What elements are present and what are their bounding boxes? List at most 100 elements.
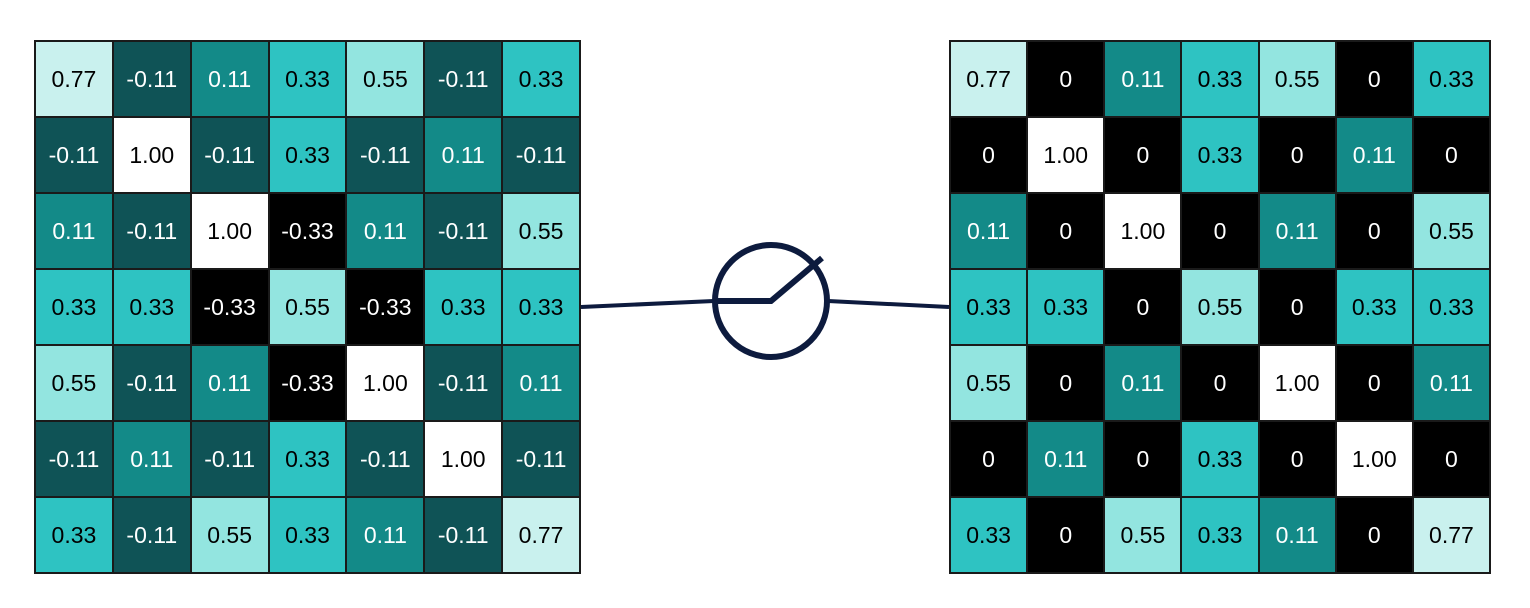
matrix-cell: 0 [1412, 117, 1490, 193]
matrix-cell: 0.55 [950, 345, 1028, 421]
matrix-cell: 0.33 [112, 269, 191, 345]
matrix-cell: -0.11 [112, 41, 191, 117]
matrix-cell: 0.77 [35, 41, 113, 117]
matrix-cell: 0.33 [424, 269, 503, 345]
matrix-cell: 0.33 [502, 269, 580, 345]
matrix-cell: -0.11 [112, 345, 191, 421]
matrix-cell: 0.11 [346, 497, 425, 573]
matrix-cell: 0 [1181, 345, 1259, 421]
matrix-cell: 0.11 [1258, 497, 1336, 573]
matrix-cell: 0.11 [950, 193, 1028, 269]
matrix-cell: 0.33 [1181, 497, 1259, 573]
matrix-cell: 0.33 [1181, 117, 1259, 193]
matrix-cell: 0.55 [268, 269, 347, 345]
matrix-cell: -0.11 [424, 193, 503, 269]
matrix-cell: -0.11 [424, 497, 503, 573]
matrix-cell: 0.11 [502, 345, 580, 421]
matrix-cell: -0.33 [268, 345, 347, 421]
matrix-cell: 0.11 [1104, 41, 1182, 117]
matrix-cell: -0.33 [268, 193, 347, 269]
matrix-cell: -0.11 [502, 117, 580, 193]
matrix-cell: -0.11 [346, 117, 425, 193]
matrix-cell: 0.33 [1335, 269, 1413, 345]
matrix-cell: 0 [1027, 345, 1105, 421]
matrix-cell: 0 [1335, 193, 1413, 269]
matrix-cell: 0.11 [112, 421, 191, 497]
matrix-cell: 0.33 [268, 41, 347, 117]
matrix-cell: 0.33 [268, 421, 347, 497]
matrix-cell: -0.11 [424, 345, 503, 421]
matrix-cell: 0.55 [346, 41, 425, 117]
output-connector-line [827, 299, 950, 309]
relu-curve [715, 255, 824, 304]
matrix-cell: 0.33 [1181, 421, 1259, 497]
matrix-cell: 1.00 [190, 193, 269, 269]
matrix-cell: 0 [1258, 269, 1336, 345]
matrix-cell: 1.00 [1258, 345, 1336, 421]
matrix-cell: 0.77 [950, 41, 1028, 117]
matrix-cell: 0.11 [346, 193, 425, 269]
matrix-cell: 1.00 [1335, 421, 1413, 497]
matrix-cell: -0.11 [190, 421, 269, 497]
matrix-cell: 0.33 [950, 497, 1028, 573]
matrix-cell: 0.55 [190, 497, 269, 573]
matrix-cell: 1.00 [424, 421, 503, 497]
matrix-cell: -0.11 [35, 421, 113, 497]
matrix-cell: 0.55 [1258, 41, 1336, 117]
matrix-cell: 0 [1258, 117, 1336, 193]
matrix-cell: 0.33 [1181, 41, 1259, 117]
matrix-cell: 0.33 [35, 269, 113, 345]
matrix-cell: 0 [1104, 421, 1182, 497]
matrix-cell: 0.11 [1335, 117, 1413, 193]
matrix-cell: -0.11 [346, 421, 425, 497]
matrix-cell: -0.11 [112, 193, 191, 269]
matrix-cell: 0 [1027, 497, 1105, 573]
matrix-cell: 0.55 [1104, 497, 1182, 573]
matrix-cell: 0.55 [502, 193, 580, 269]
rectified-feature-map: 0.77 0 0.11 0.33 0.55 0 0.33 0 1.00 0 0.33 0 0.11 0 0.… [949, 40, 1491, 574]
matrix-cell: 0 [1104, 269, 1182, 345]
matrix-cell: 0 [1258, 421, 1336, 497]
relu-function-icon [712, 242, 830, 360]
matrix-cell: 0.11 [424, 117, 503, 193]
matrix-cell: 0.55 [1181, 269, 1259, 345]
matrix-cell: 0.77 [502, 497, 580, 573]
matrix-cell: 1.00 [112, 117, 191, 193]
input-connector-line [580, 299, 715, 309]
matrix-cell: 0.33 [950, 269, 1028, 345]
matrix-cell: -0.11 [190, 117, 269, 193]
matrix-cell: 0.33 [268, 117, 347, 193]
matrix-cell: 0.11 [1412, 345, 1490, 421]
matrix-cell: 1.00 [346, 345, 425, 421]
matrix-cell: -0.11 [424, 41, 503, 117]
matrix-cell: 0.11 [1027, 421, 1105, 497]
input-feature-map: 0.77 -0.11 0.11 0.33 0.55 -0.11 0.33 -0.11 1.00-… [34, 40, 581, 574]
matrix-cell: 0 [1181, 193, 1259, 269]
matrix-cell: 0.55 [1412, 193, 1490, 269]
matrix-cell: 0 [950, 421, 1028, 497]
matrix-cell: -0.33 [346, 269, 425, 345]
matrix-cell: 1.00 [1027, 117, 1105, 193]
matrix-cell: 0 [1335, 497, 1413, 573]
matrix-cell: 0.11 [190, 345, 269, 421]
matrix-cell: 0.11 [190, 41, 269, 117]
matrix-cell: -0.11 [112, 497, 191, 573]
matrix-cell: 0.77 [1412, 497, 1490, 573]
matrix-cell: 0 [1104, 117, 1182, 193]
matrix-cell: 0.11 [1104, 345, 1182, 421]
matrix-cell: 0.55 [35, 345, 113, 421]
matrix-cell: 0.33 [1027, 269, 1105, 345]
matrix-cell: 0 [950, 117, 1028, 193]
matrix-cell: 0.11 [1258, 193, 1336, 269]
matrix-cell: 0 [1335, 41, 1413, 117]
matrix-cell: 0.33 [1412, 269, 1490, 345]
matrix-cell: -0.33 [190, 269, 269, 345]
matrix-cell: 0.33 [35, 497, 113, 573]
matrix-cell: 0 [1335, 345, 1413, 421]
matrix-cell: 0.33 [268, 497, 347, 573]
matrix-cell: 1.00 [1104, 193, 1182, 269]
matrix-cell: -0.11 [35, 117, 113, 193]
matrix-cell: 0 [1412, 421, 1490, 497]
matrix-cell: -0.11 [502, 421, 580, 497]
